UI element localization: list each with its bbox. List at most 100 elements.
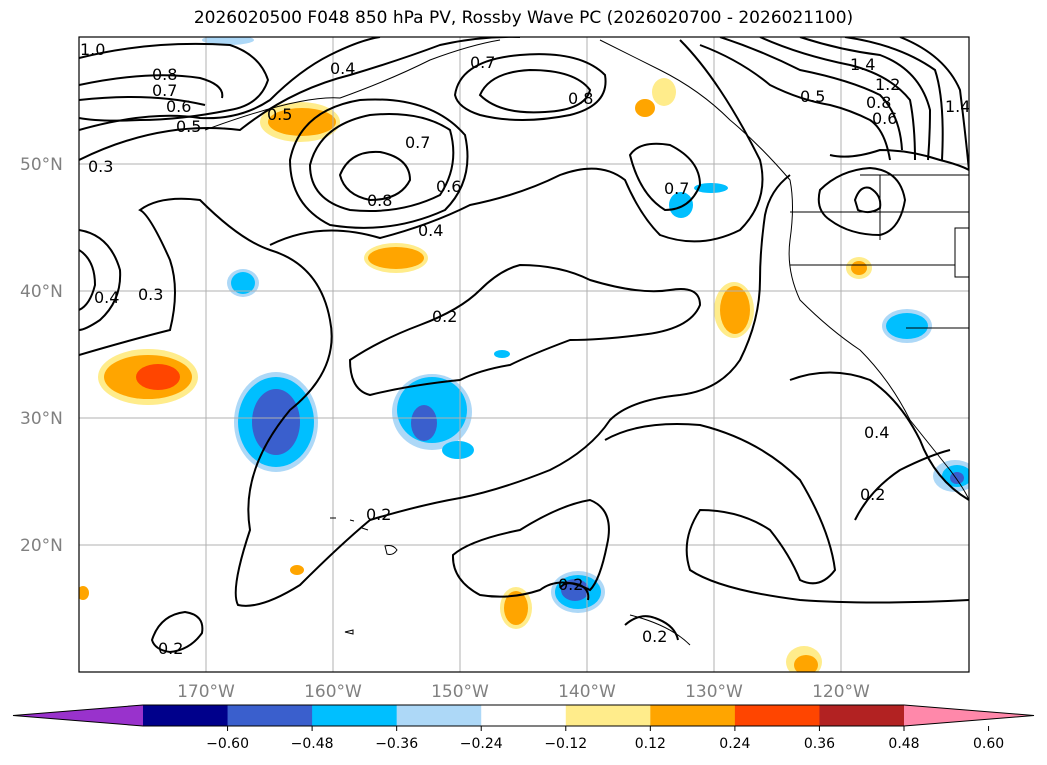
contour-label: 0.5	[267, 105, 292, 124]
negative-anomaly	[442, 441, 474, 459]
contour-label: 0.3	[138, 285, 163, 304]
contour-line	[844, 37, 944, 161]
contour-label: 0.5	[800, 87, 825, 106]
contour-label: 0.7	[152, 81, 177, 100]
map-background	[79, 37, 969, 672]
positive-anomaly	[368, 247, 424, 269]
contour-line	[338, 150, 412, 202]
colorbar-segment	[819, 705, 905, 726]
colorbar-segment	[481, 705, 567, 726]
contour-line	[817, 166, 907, 237]
contour-label: 0.4	[418, 221, 443, 240]
colorbar-tick-label: −0.12	[544, 736, 587, 752]
colorbar: −0.60 −0.48 −0.36 −0.24 −0.12 0.12 0.24 0.36 0.4…	[12, 704, 1035, 752]
contour-line	[453, 53, 607, 121]
contour-line	[79, 229, 122, 331]
contour-label: 0.3	[88, 157, 113, 176]
contour-label: 0.8	[568, 89, 593, 108]
lat-label: 20°N	[20, 536, 63, 556]
contour-line	[719, 37, 903, 151]
negative-anomaly	[886, 313, 928, 339]
contour-line	[288, 98, 469, 229]
contour-label: 0.2	[642, 627, 667, 646]
colorbar-segment	[565, 705, 651, 726]
contour-line	[79, 249, 97, 311]
colorbar-tick-label: 0.36	[804, 736, 835, 752]
negative-anomaly	[669, 192, 693, 218]
positive-anomaly	[720, 286, 750, 334]
colorbar-tick-label: 0.60	[973, 736, 1004, 752]
lon-label: 170°W	[177, 682, 235, 702]
contour-line	[79, 37, 520, 161]
contour-line	[478, 68, 592, 114]
contour-line	[628, 142, 702, 212]
contour-label: 0.8	[152, 65, 177, 84]
contour-label: 0.7	[470, 53, 495, 72]
colorbar-tick-label: 0.12	[635, 736, 666, 752]
contour-label: 0.2	[432, 307, 457, 326]
colorbar-segment	[650, 705, 736, 726]
colorbar-segment	[143, 705, 229, 726]
contour-line	[308, 113, 455, 212]
contour-line	[79, 74, 224, 99]
strong-negative-anomaly	[252, 389, 300, 455]
contour-label: 0.6	[166, 97, 191, 116]
contour-label: 0.8	[367, 191, 392, 210]
contour-line	[269, 39, 764, 246]
contour-label: 0.2	[158, 639, 183, 658]
contour-line	[789, 371, 969, 501]
lon-label: 140°W	[558, 682, 616, 702]
contour-line	[79, 95, 206, 106]
strong-negative-anomaly	[411, 405, 437, 441]
contour-label: 0.4	[864, 423, 889, 442]
contour-label: 0.2	[366, 505, 391, 524]
positive-anomaly	[290, 565, 304, 575]
positive-anomaly	[504, 591, 528, 625]
colorbar-extend-high	[904, 705, 1034, 726]
latitude-labels: 50°N 40°N 30°N 20°N	[20, 155, 63, 556]
map-title: 2026020500 F048 850 hPa PV, Rossby Wave …	[193, 8, 854, 28]
contour-line	[759, 37, 916, 161]
contour-label: 0.6	[436, 177, 461, 196]
coastlines	[204, 39, 969, 646]
colorbar-extend-low	[13, 705, 143, 726]
colorbar-segment	[312, 705, 398, 726]
colorbar-tick-label: −0.36	[375, 736, 418, 752]
positive-anomaly	[652, 78, 676, 106]
contour-label: 0.7	[405, 133, 430, 152]
contour-line	[150, 610, 204, 654]
positive-anomaly	[79, 586, 89, 600]
strong-negative-anomaly	[950, 472, 964, 484]
positive-anomaly	[851, 261, 867, 275]
lon-label: 130°W	[685, 682, 743, 702]
colorbar-tick-label: 0.24	[719, 736, 750, 752]
strong-positive-anomaly	[136, 364, 180, 390]
contour-line	[79, 42, 270, 122]
contour-label: 0.8	[866, 93, 891, 112]
contour-label: 0.4	[94, 288, 119, 307]
contour-label: 0.6	[872, 109, 897, 128]
lat-label: 30°N	[20, 409, 63, 429]
lon-label: 160°W	[304, 682, 362, 702]
lon-label: 120°W	[812, 682, 870, 702]
contour-line	[624, 615, 679, 641]
contour-label: 0.2	[860, 485, 885, 504]
contour-label: 1.4	[850, 55, 875, 74]
contour-line	[604, 423, 969, 604]
colorbar-outline	[12, 704, 1035, 727]
contour-labels: 1.0 0.8 0.7 0.6 0.5 0.4 0.5 0.3 0.7 0.8 …	[80, 40, 969, 658]
contour-line	[79, 37, 381, 131]
lat-label: 50°N	[20, 155, 63, 175]
negative-anomaly	[694, 183, 728, 193]
colorbar-tick-label: −0.24	[460, 736, 503, 752]
colorbar-tick-label: 0.48	[888, 736, 919, 752]
contour-line	[559, 582, 590, 601]
lat-label: 40°N	[20, 282, 63, 302]
contour-label: 0.7	[664, 179, 689, 198]
colorbar-tick-label: −0.60	[206, 736, 249, 752]
contour-label: 0.4	[330, 59, 355, 78]
contour-label: 0.2	[558, 575, 583, 594]
contour-line	[853, 186, 882, 214]
graticule	[79, 37, 969, 672]
